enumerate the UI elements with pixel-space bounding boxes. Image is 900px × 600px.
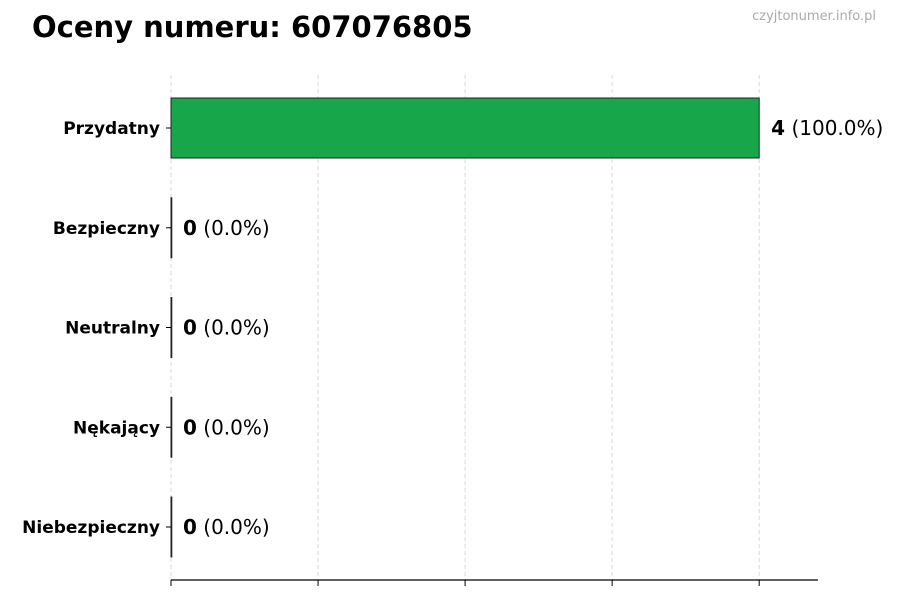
data-label-percent: (100.0%) (785, 116, 883, 140)
bar-nękający (170, 396, 173, 458)
data-label-count: 0 (183, 515, 197, 539)
y-tick-label: Bezpieczny (53, 219, 160, 239)
data-label-count: 0 (183, 415, 197, 439)
bar-przydatny (170, 97, 760, 159)
watermark: czyjtonumer.info.pl (752, 9, 876, 24)
data-label-count: 0 (183, 216, 197, 240)
data-label-count: 0 (183, 316, 197, 340)
bar-bezpieczny (170, 197, 173, 259)
data-label: 0 (0.0%) (183, 415, 270, 439)
bar-neutralny (170, 297, 173, 358)
chart-title: Oceny numeru: 607076805 (32, 10, 473, 44)
data-label: 0 (0.0%) (183, 515, 270, 539)
y-tick-label: Nękający (73, 418, 160, 438)
data-label-percent: (0.0%) (197, 415, 270, 439)
bar-niebezpieczny (170, 496, 173, 558)
y-tick-label: Niebezpieczny (22, 518, 160, 538)
data-label-count: 4 (771, 116, 785, 140)
data-label: 0 (0.0%) (183, 316, 270, 340)
data-label-percent: (0.0%) (197, 216, 270, 240)
data-label-percent: (0.0%) (197, 316, 270, 340)
y-tick-label: Przydatny (63, 119, 160, 139)
data-label: 0 (0.0%) (183, 216, 270, 240)
y-tick-label: Neutralny (65, 319, 160, 339)
data-label-percent: (0.0%) (197, 515, 270, 539)
data-label: 4 (100.0%) (771, 116, 883, 140)
